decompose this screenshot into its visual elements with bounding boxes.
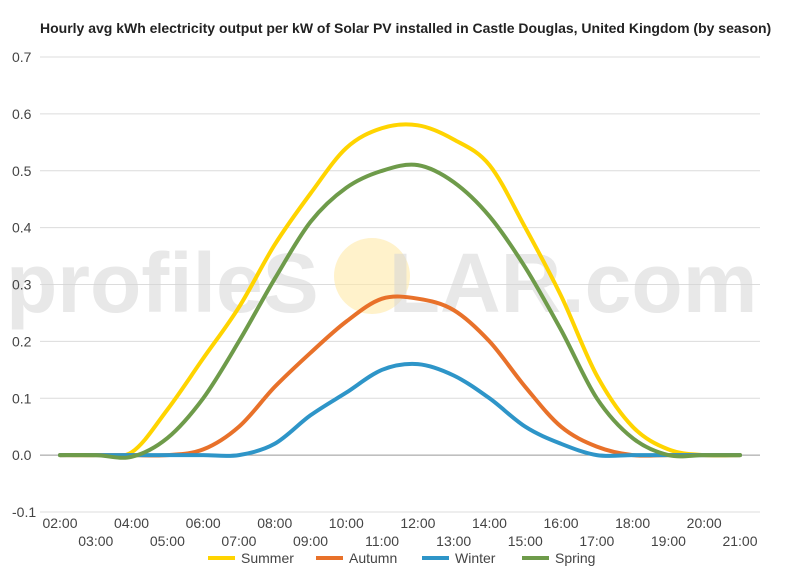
y-tick-label: 0.3 xyxy=(12,277,32,293)
watermark-prefix: profileS xyxy=(6,236,319,330)
legend-label: Spring xyxy=(555,550,595,566)
x-tick-label: 11:00 xyxy=(365,533,399,549)
x-tick-label: 15:00 xyxy=(508,533,543,549)
y-axis-ticks: -0.1 0.0 0.1 0.2 0.3 0.4 0.5 0.6 0.7 xyxy=(12,49,36,520)
x-tick-label: 12:00 xyxy=(400,515,435,531)
x-tick-label: 06:00 xyxy=(186,515,221,531)
y-tick-label: 0.1 xyxy=(12,390,32,406)
series-line-spring xyxy=(58,162,742,460)
x-tick-label: 08:00 xyxy=(257,515,292,531)
legend-label: Winter xyxy=(455,550,496,566)
x-tick-label: 16:00 xyxy=(544,515,579,531)
x-tick-label: 18:00 xyxy=(615,515,650,531)
legend-label: Autumn xyxy=(349,550,397,566)
x-tick-label: 14:00 xyxy=(472,515,507,531)
x-tick-label: 04:00 xyxy=(114,515,149,531)
y-tick-label: 0.5 xyxy=(12,163,32,179)
series-lines xyxy=(58,122,742,460)
legend-label: Summer xyxy=(241,550,294,566)
y-tick-label: 0.6 xyxy=(12,106,32,122)
x-tick-label: 09:00 xyxy=(293,533,328,549)
x-tick-label: 05:00 xyxy=(150,533,185,549)
watermark-suffix: LAR.com xyxy=(389,236,758,330)
y-tick-label: -0.1 xyxy=(12,504,36,520)
x-tick-label: 19:00 xyxy=(651,533,686,549)
x-tick-label: 20:00 xyxy=(687,515,722,531)
chart-title: Hourly avg kWh electricity output per kW… xyxy=(40,20,771,36)
watermark-text: profileS LAR.com xyxy=(6,236,757,330)
watermark: profileS LAR.com xyxy=(6,236,757,330)
x-tick-label: 13:00 xyxy=(436,533,471,549)
x-axis-ticks: 02:00 04:00 06:00 08:00 10:00 12:00 14:00 16:00… xyxy=(42,515,757,549)
x-tick-label: 21:00 xyxy=(722,533,757,549)
y-tick-label: 0.0 xyxy=(12,447,32,463)
x-tick-label: 03:00 xyxy=(78,533,113,549)
x-tick-label: 17:00 xyxy=(579,533,614,549)
y-tick-label: 0.4 xyxy=(12,220,32,236)
series-line-summer xyxy=(58,122,742,459)
y-tick-label: 0.2 xyxy=(12,333,32,349)
legend: Summer Autumn Winter Spring xyxy=(208,550,595,566)
x-tick-label: 07:00 xyxy=(221,533,256,549)
y-tick-label: 0.7 xyxy=(12,49,32,65)
x-tick-label: 02:00 xyxy=(42,515,77,531)
x-tick-label: 10:00 xyxy=(329,515,364,531)
series-line-winter xyxy=(58,361,742,458)
